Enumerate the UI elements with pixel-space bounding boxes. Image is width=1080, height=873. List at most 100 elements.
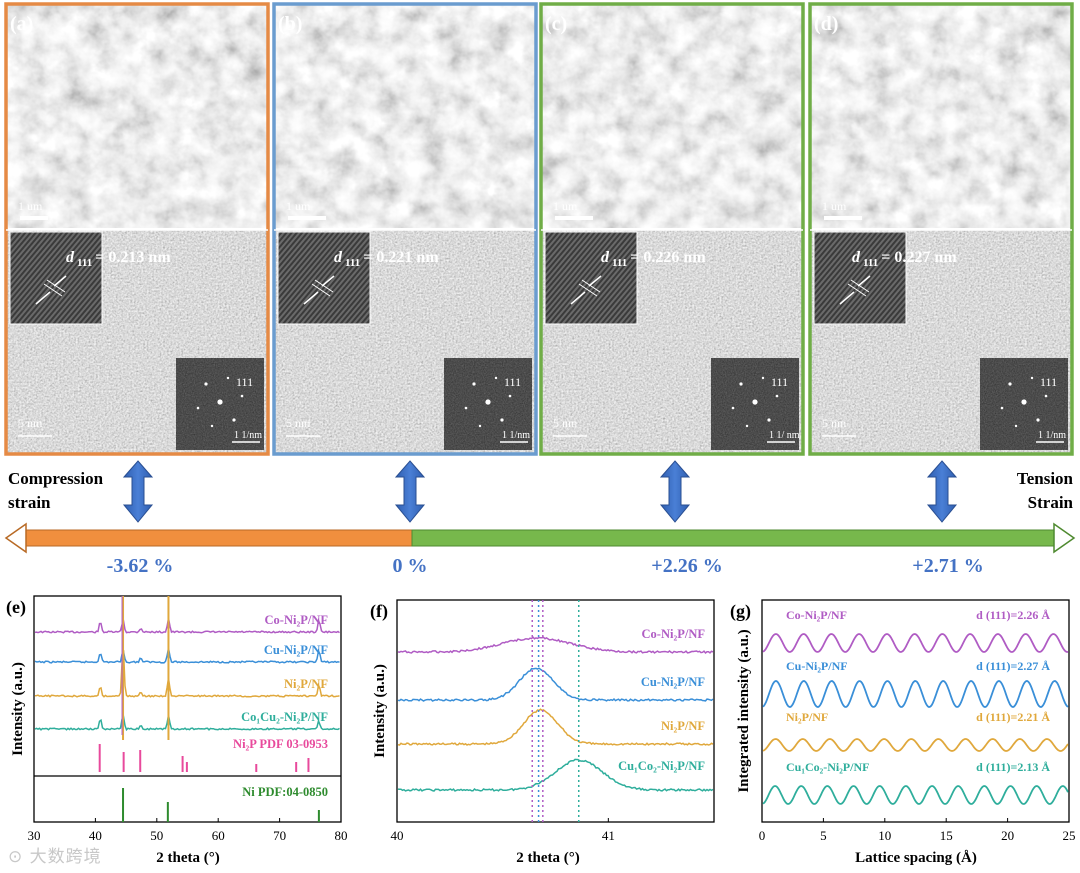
series-label: Cu-Ni₂P/NF: [641, 675, 706, 689]
lattice-profile: [762, 633, 1069, 653]
fringe-arrow-icon: [857, 275, 871, 287]
fft-spot: [196, 406, 200, 410]
tem-scale-label: 5 nm: [18, 416, 43, 430]
micrograph-panel-c: 111 1 1/ nm 1 um 5 nm d 111 = 0.226 nm (c): [539, 2, 805, 456]
hrtem-inset: [277, 231, 371, 325]
tick-label: 30: [28, 828, 41, 843]
series-label: Cu₁Co₂-Ni₂P/NF: [618, 759, 705, 773]
d-spacing-label: d 111 = 0.213 nm: [66, 249, 171, 269]
fft-spot: [464, 406, 468, 410]
panel-g-lattice: (g) Co-Ni₂P/NF d (111)=2.26 Å Cu-Ni₂P/NF d (…: [730, 599, 1076, 866]
fft-hkl-label: 111: [1040, 375, 1057, 389]
sem-image: [541, 4, 803, 228]
selected-area-box: [929, 329, 961, 361]
compression-label: Compression: [8, 469, 104, 488]
plot-frame: [761, 599, 1070, 823]
fft-spot: [240, 394, 244, 398]
tick-label: 50: [150, 828, 163, 843]
fft-spot: [226, 376, 230, 380]
hrtem-inset: [813, 231, 907, 325]
tick-label: 15: [940, 828, 953, 843]
fringe-line: [311, 283, 331, 297]
tick-label: 40: [391, 828, 404, 843]
tick-label: 70: [273, 828, 286, 843]
panel-label: (a): [10, 13, 33, 35]
left-arrowhead-icon: [4, 522, 27, 554]
reference-label: Ni PDF:04-0850: [242, 785, 328, 799]
fft-spot: [232, 418, 236, 422]
series-label: Ni₂P/NF: [284, 677, 328, 691]
series-label: Co-Ni₂P/NF: [786, 608, 847, 622]
fft-scale-label: 1 1/nm: [234, 430, 262, 441]
fft-spot: [204, 382, 208, 386]
double-arrow-icon: [394, 460, 426, 523]
fft-spot: [775, 394, 779, 398]
panel-border: [272, 2, 538, 456]
tem-scale-label: 5 nm: [553, 416, 578, 430]
panel-f-xrd-zoom: (f) Co-Ni₂P/NF Cu-Ni₂P/NF Ni₂P/NF Cu₁Co₂-Ni₂…: [370, 599, 715, 866]
fft-spot: [745, 424, 749, 428]
fringe-arrow-icon: [35, 291, 51, 305]
fringe-arrow-icon: [303, 291, 319, 305]
reference-label: Ni₂P PDF 03-0953: [233, 737, 328, 751]
panel-label: (e): [6, 597, 26, 618]
fft-hkl-label: 111: [771, 375, 788, 389]
fringe-arrow-icon: [321, 275, 335, 287]
plot-frame: [396, 599, 715, 823]
sem-scale-label: 1 um: [553, 199, 578, 213]
tension-label: Strain: [1028, 493, 1074, 512]
fft-spot: [1036, 418, 1040, 422]
micrograph-panel-b: 111 1 1/nm 1 um 5 nm d 111 = 0.221 nm (b): [272, 2, 538, 456]
hrtem-inset: [544, 231, 638, 325]
tick-label: 0: [759, 828, 766, 843]
fringe-line: [850, 279, 870, 293]
tick-label: 41: [602, 828, 615, 843]
fft-spot: [500, 418, 504, 422]
xrd-trace: [397, 758, 714, 792]
fft-spot: [478, 424, 482, 428]
xrd-trace: [34, 648, 340, 664]
tick-label: 5: [820, 828, 827, 843]
sem-scale-label: 1 um: [822, 199, 847, 213]
panel-label: (g): [730, 601, 751, 622]
selected-area-box: [125, 329, 157, 361]
double-arrow-icon: [122, 460, 154, 523]
x-axis-label: 2 theta (°): [156, 850, 219, 866]
d-spacing-label: d 111 = 0.227 nm: [852, 249, 957, 269]
fft-hkl-label: 111: [504, 375, 521, 389]
tick-label: 40: [89, 828, 102, 843]
strain-value: 0 %: [393, 555, 428, 577]
fft-spot: [1044, 394, 1048, 398]
panel-e-xrd: (e) Co-Ni₂P/NF Cu-Ni₂P/NF Ni₂P/NF Co₁Cu₂-Ni₂…: [6, 595, 348, 866]
fft-spot: [1014, 424, 1018, 428]
compression-label: strain: [8, 493, 51, 512]
watermark: ⊙ 大数跨境: [8, 847, 102, 867]
fft-scale-label: 1 1/nm: [502, 430, 530, 441]
series-label: Ni₂P/NF: [661, 719, 705, 733]
sem-scalebar: [20, 216, 48, 220]
d-spacing-value: d (111)=2.13 Å: [976, 760, 1050, 774]
fft-scale-label: 1 1/nm: [1038, 430, 1066, 441]
sem-image: [810, 4, 1072, 228]
tension-bar: [411, 529, 1057, 547]
selected-area-box: [393, 329, 425, 361]
fft-spot: [731, 406, 735, 410]
series-label: Co-Ni₂P/NF: [642, 627, 706, 641]
fft-spot: [485, 399, 491, 405]
fft-spot: [210, 424, 214, 428]
fringe-line: [581, 279, 601, 293]
panel-border: [808, 2, 1074, 456]
series-label: Ni₂P/NF: [786, 710, 828, 724]
fft-hkl-label: 111: [236, 375, 253, 389]
double-arrow-icon: [659, 460, 691, 523]
sem-image: [274, 4, 536, 228]
fringe-arrow-icon: [839, 291, 855, 305]
d-spacing-value: d (111)=2.26 Å: [976, 608, 1050, 622]
micrograph-panels: 111 1 1/nm 1 um 5 nm d 111 = 0.213 nm (a) 111 1 1…: [4, 2, 1074, 456]
fringe-line: [314, 279, 334, 293]
panel-border: [539, 2, 805, 456]
tem-scale-label: 5 nm: [286, 416, 311, 430]
fft-spot: [767, 418, 771, 422]
fft-spot: [1021, 399, 1027, 405]
